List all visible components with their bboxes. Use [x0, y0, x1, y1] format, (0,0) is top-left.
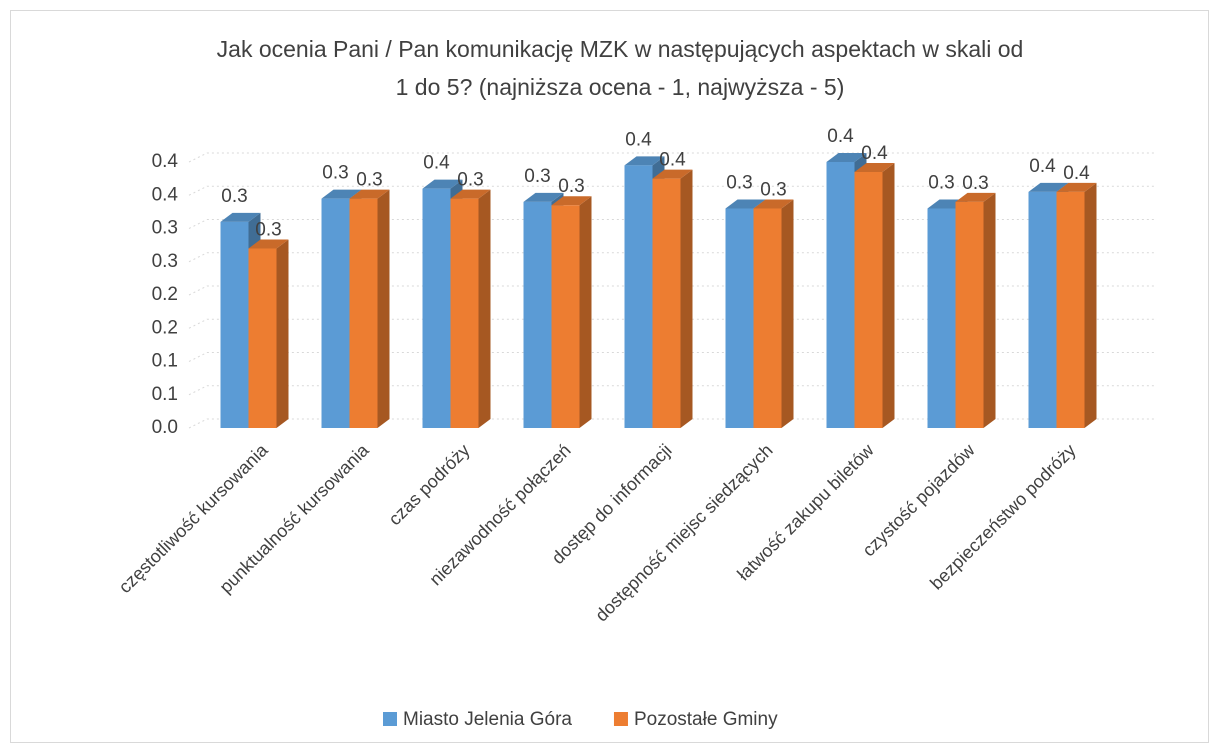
bar — [955, 192, 996, 428]
data-label: 0.3 — [558, 176, 584, 197]
bar-top — [220, 212, 261, 222]
grid-line — [188, 252, 1156, 263]
bar-top — [725, 199, 766, 209]
data-label: 0.3 — [962, 173, 988, 194]
legend-swatch — [383, 712, 397, 726]
bar-side — [377, 189, 390, 428]
bar — [248, 239, 289, 428]
bar-top — [321, 189, 362, 199]
data-label: 0.3 — [524, 166, 550, 187]
bar-front — [523, 201, 552, 428]
bar-top — [624, 156, 665, 166]
bar-front — [927, 208, 956, 428]
y-tick-label: 0.4 — [152, 151, 179, 172]
bar-front — [826, 162, 855, 428]
bar-side — [276, 239, 289, 428]
bar-top — [652, 169, 693, 179]
bar-top — [248, 239, 289, 249]
bar-front — [854, 171, 883, 428]
bar-side — [680, 169, 693, 428]
data-label: 0.4 — [1029, 156, 1056, 177]
chart-title: Jak ocenia Pani / Pan komunikację MZK w … — [217, 36, 1024, 62]
data-label: 0.4 — [625, 129, 652, 150]
bar — [652, 169, 693, 428]
bar-top — [551, 196, 592, 206]
bar-top — [523, 192, 564, 202]
bar-side — [781, 199, 794, 428]
bar-front — [725, 208, 754, 428]
bar-front — [422, 188, 451, 428]
chart-subtitle: 1 do 5? (najniższa ocena - 1, najwyższa … — [396, 74, 845, 100]
bar-front — [450, 198, 479, 428]
bar — [1056, 182, 1097, 428]
data-label: 0.4 — [827, 126, 854, 147]
grid-line — [188, 219, 1156, 229]
bar-front — [624, 165, 653, 428]
grid-line — [188, 385, 1156, 396]
data-label: 0.4 — [861, 143, 888, 164]
chart-border — [10, 10, 1209, 743]
legend-label: Pozostałe Gminy — [634, 709, 778, 730]
bar-front — [248, 248, 277, 428]
bar-front — [321, 198, 350, 428]
bar-side — [983, 192, 996, 428]
bar-front — [349, 198, 378, 428]
data-label: 0.3 — [322, 163, 348, 184]
bar-top — [854, 162, 895, 172]
bar-front — [652, 178, 681, 428]
bar-top — [349, 189, 390, 199]
data-label: 0.4 — [423, 153, 450, 174]
bar — [551, 196, 592, 428]
data-label: 0.4 — [659, 150, 686, 171]
bar-front — [220, 221, 249, 428]
bar — [854, 162, 895, 428]
y-tick-label: 0.2 — [152, 284, 178, 305]
data-label: 0.3 — [356, 170, 382, 191]
grid-line — [188, 285, 1156, 296]
data-label: 0.3 — [726, 173, 752, 194]
bar-front — [753, 208, 782, 428]
bar — [349, 189, 390, 428]
data-label: 0.3 — [928, 173, 954, 194]
data-label: 0.3 — [255, 219, 281, 240]
y-tick-label: 0.4 — [152, 184, 179, 205]
legend-swatch — [613, 712, 628, 726]
bar-front — [1056, 191, 1085, 428]
y-tick-label: 0.1 — [152, 384, 178, 405]
grid-line — [188, 318, 1156, 329]
y-tick-label: 0.3 — [152, 251, 178, 272]
bar-top — [1056, 182, 1097, 192]
bar — [753, 199, 794, 428]
legend-label: Miasto Jelenia Góra — [403, 709, 572, 730]
bar-front — [955, 201, 984, 428]
bar-front — [1028, 191, 1057, 428]
bar-front — [551, 205, 580, 428]
bar-side — [478, 189, 491, 428]
grid-line — [188, 352, 1156, 362]
bar-side — [882, 162, 895, 428]
bar-top — [753, 199, 794, 209]
bar-top — [826, 153, 867, 162]
grid-line — [188, 418, 1156, 429]
bar-top — [422, 179, 463, 189]
bar-side — [1084, 182, 1097, 428]
data-label: 0.3 — [221, 186, 247, 207]
y-tick-label: 0.0 — [152, 417, 178, 438]
y-tick-label: 0.2 — [152, 317, 178, 338]
bar-top — [450, 189, 491, 199]
bar-top — [955, 192, 996, 202]
bar-side — [579, 196, 592, 428]
y-tick-label: 0.3 — [152, 218, 178, 239]
data-label: 0.3 — [760, 180, 786, 201]
y-tick-label: 0.1 — [152, 351, 178, 372]
data-label: 0.4 — [1063, 163, 1090, 184]
bar-top — [1028, 182, 1069, 192]
grid-line — [188, 152, 1156, 163]
data-label: 0.3 — [457, 170, 483, 191]
bar — [450, 189, 491, 428]
grid-line — [188, 185, 1156, 196]
